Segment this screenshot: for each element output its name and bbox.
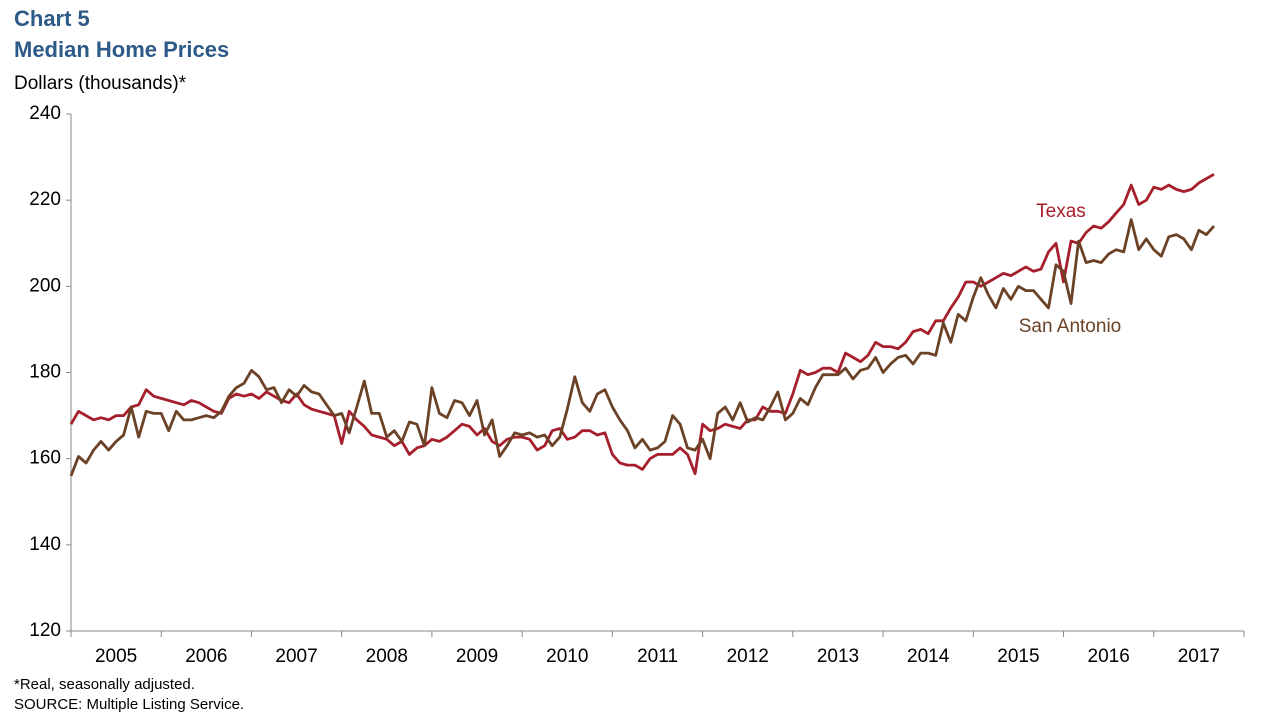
y-tick-label: 200: [29, 275, 61, 296]
y-axis-title: Dollars (thousands)*: [14, 73, 187, 94]
x-tick-label: 2010: [546, 646, 588, 667]
footnote: *Real, seasonally adjusted.: [14, 676, 195, 693]
y-tick-label: 140: [29, 534, 61, 555]
series-line: [69, 218, 1216, 477]
x-tick-label: 2008: [366, 646, 408, 667]
chart-title: Chart 5: [14, 6, 90, 31]
y-tick-label: 160: [29, 448, 61, 469]
x-tick-label: 2016: [1088, 646, 1130, 667]
x-tick-label: 2007: [275, 646, 317, 667]
y-tick-label: 120: [29, 620, 61, 641]
x-tick-label: 2017: [1178, 646, 1220, 667]
y-tick-label: 240: [29, 103, 61, 124]
x-tick-label: 2014: [907, 646, 950, 667]
x-tick-label: 2013: [817, 646, 859, 667]
chart-subtitle: Median Home Prices: [14, 37, 229, 62]
x-tick-label: 2015: [997, 646, 1039, 667]
x-tick-label: 2011: [637, 646, 678, 667]
x-tick-label: 2006: [185, 646, 227, 667]
legend-label: San Antonio: [1019, 316, 1121, 337]
y-tick-label: 220: [29, 189, 61, 210]
y-tick-label: 180: [29, 362, 61, 383]
legend-label: Texas: [1036, 201, 1086, 222]
source: SOURCE: Multiple Listing Service.: [14, 696, 244, 713]
series-line: [69, 173, 1215, 476]
x-tick-label: 2005: [95, 646, 137, 667]
x-tick-label: 2012: [727, 646, 769, 667]
x-tick-label: 2009: [456, 646, 498, 667]
